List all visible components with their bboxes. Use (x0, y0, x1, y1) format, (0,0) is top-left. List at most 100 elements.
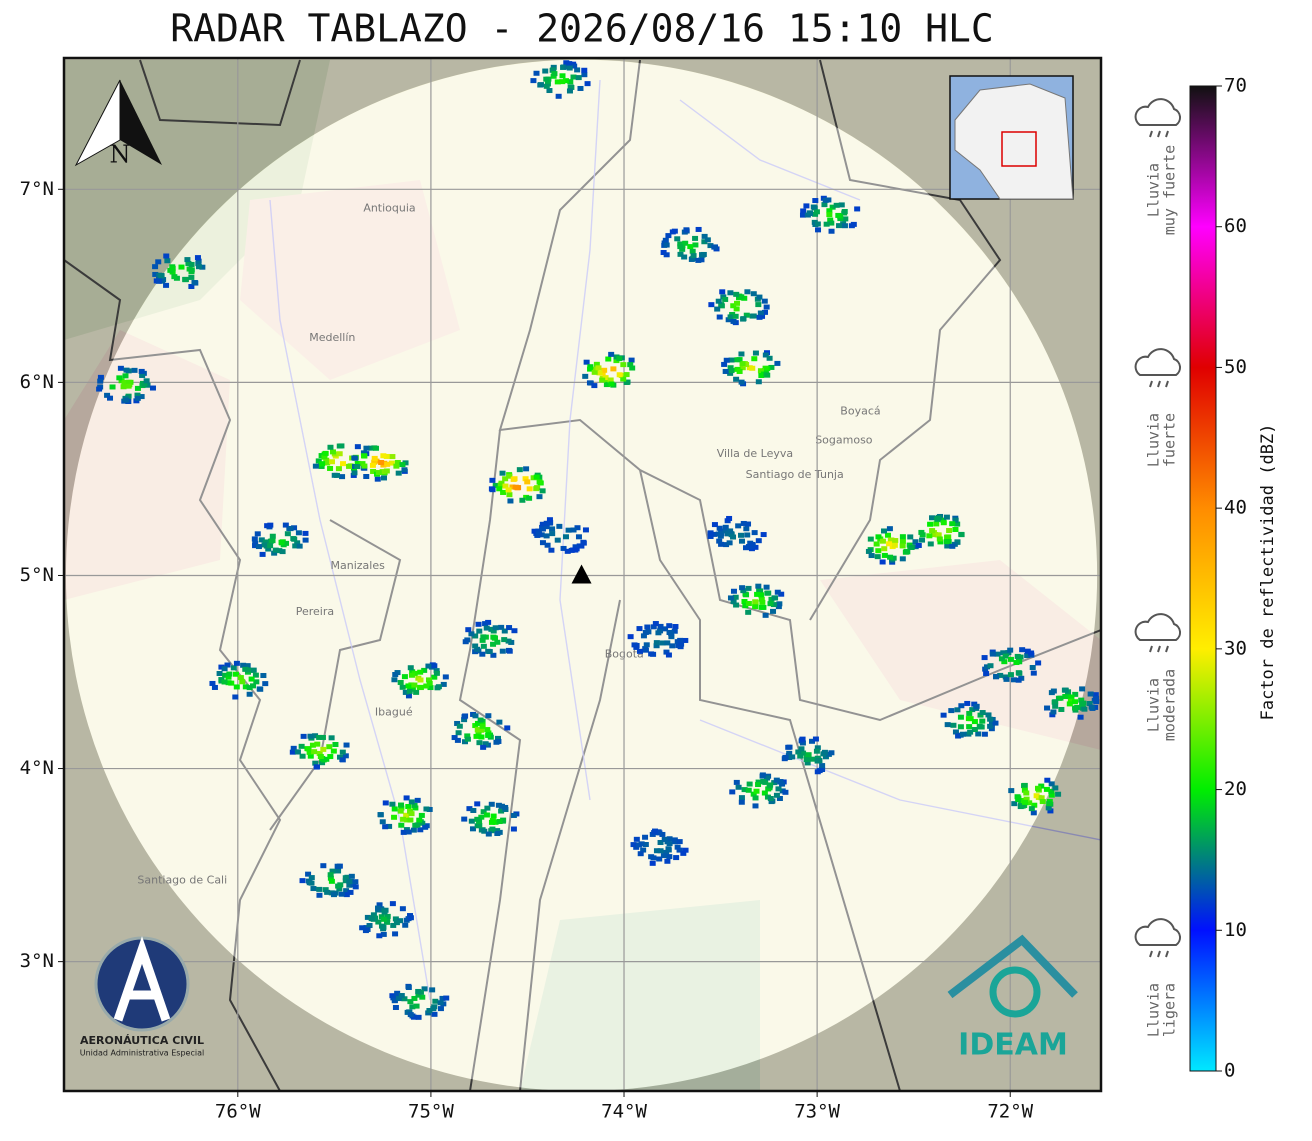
echo-pixel (814, 769, 821, 775)
echo-pixel (352, 879, 359, 885)
echo-pixel (546, 88, 553, 94)
echo-pixel (633, 644, 640, 650)
echo-pixel (506, 473, 513, 479)
echo-pixel (96, 386, 103, 392)
echo-pixel (302, 530, 309, 536)
echo-pixel (407, 817, 414, 823)
echo-pixel (718, 541, 725, 547)
echo-pixel (398, 805, 405, 811)
echo-pixel (572, 544, 579, 550)
echo-cell (289, 733, 350, 770)
echo-pixel (188, 284, 195, 290)
echo-pixel (443, 995, 450, 1001)
echo-pixel (559, 79, 566, 85)
echo-pixel (121, 379, 128, 385)
echo-pixel (1087, 691, 1094, 697)
title: RADAR TABLAZO - 2026/08/16 15:10 HLC (170, 7, 994, 51)
echo-pixel (1050, 688, 1057, 694)
echo-pixel (267, 522, 274, 528)
echo-pixel (973, 703, 980, 709)
echo-pixel (97, 374, 104, 380)
echo-pixel (375, 470, 382, 476)
echo-pixel (981, 655, 988, 661)
echo-pixel (416, 817, 423, 823)
echo-cell (377, 795, 433, 835)
echo-pixel (813, 209, 820, 215)
echo-pixel (919, 537, 926, 543)
place-label: Pereira (296, 605, 334, 618)
echo-pixel (912, 539, 919, 545)
echo-pixel (664, 640, 671, 646)
echo-pixel (379, 469, 386, 475)
echo-pixel (739, 585, 746, 591)
echo-pixel (1014, 653, 1021, 659)
echo-pixel (728, 368, 735, 374)
echo-pixel (608, 381, 615, 387)
echo-pixel (873, 541, 880, 547)
echo-pixel (742, 545, 749, 551)
echo-pixel (261, 542, 268, 548)
echo-pixel (746, 781, 753, 787)
echo-pixel (423, 683, 430, 689)
echo-pixel (750, 313, 757, 319)
echo-pixel (907, 534, 914, 540)
echo-pixel (312, 760, 319, 766)
echo-pixel (405, 985, 412, 991)
echo-pixel (797, 753, 804, 759)
echo-pixel (665, 233, 672, 239)
echo-pixel (966, 724, 973, 730)
echo-pixel (934, 516, 941, 522)
echo-pixel (411, 682, 418, 688)
echo-pixel (519, 497, 526, 503)
echo-pixel (912, 544, 919, 550)
intensity-label: moderada (1161, 669, 1179, 741)
echo-pixel (957, 714, 964, 720)
echo-cell (531, 517, 589, 554)
echo-pixel (502, 804, 509, 810)
echo-pixel (711, 244, 718, 250)
echo-pixel (644, 624, 651, 630)
echo-pixel (546, 517, 553, 523)
echo-pixel (294, 749, 301, 755)
logo-text: AERONÁUTICA CIVIL (80, 1034, 204, 1047)
echo-pixel (426, 680, 433, 686)
echo-pixel (666, 854, 673, 860)
echo-cell (918, 513, 965, 549)
echo-pixel (672, 624, 679, 630)
echo-pixel (650, 855, 657, 861)
echo-pixel (770, 608, 777, 614)
echo-pixel (985, 712, 992, 718)
echo-pixel (272, 547, 279, 553)
echo-pixel (926, 533, 933, 539)
echo-pixel (188, 261, 195, 267)
echo-pixel (536, 494, 543, 500)
echo-pixel (267, 538, 274, 544)
echo-pixel (660, 853, 667, 859)
echo-pixel (327, 754, 334, 760)
echo-pixel (437, 1006, 444, 1012)
echo-pixel (739, 365, 746, 371)
echo-pixel (669, 643, 676, 649)
echo-pixel (477, 717, 484, 723)
echo-pixel (722, 524, 729, 530)
echo-pixel (1021, 787, 1028, 793)
echo-pixel (431, 663, 438, 669)
echo-pixel (139, 372, 146, 378)
echo-pixel (575, 534, 582, 540)
echo-pixel (740, 520, 747, 526)
echo-pixel (461, 816, 468, 822)
echo-pixel (720, 294, 727, 300)
echo-pixel (760, 532, 767, 538)
echo-pixel (663, 649, 670, 655)
rain-icon (1134, 613, 1181, 641)
echo-pixel (727, 290, 734, 296)
echo-pixel (363, 474, 370, 480)
echo-pixel (307, 733, 314, 739)
echo-pixel (440, 681, 447, 687)
echo-pixel (1029, 664, 1036, 670)
echo-pixel (406, 688, 413, 694)
echo-pixel (837, 216, 844, 222)
echo-pixel (505, 487, 512, 493)
echo-pixel (1052, 703, 1059, 709)
